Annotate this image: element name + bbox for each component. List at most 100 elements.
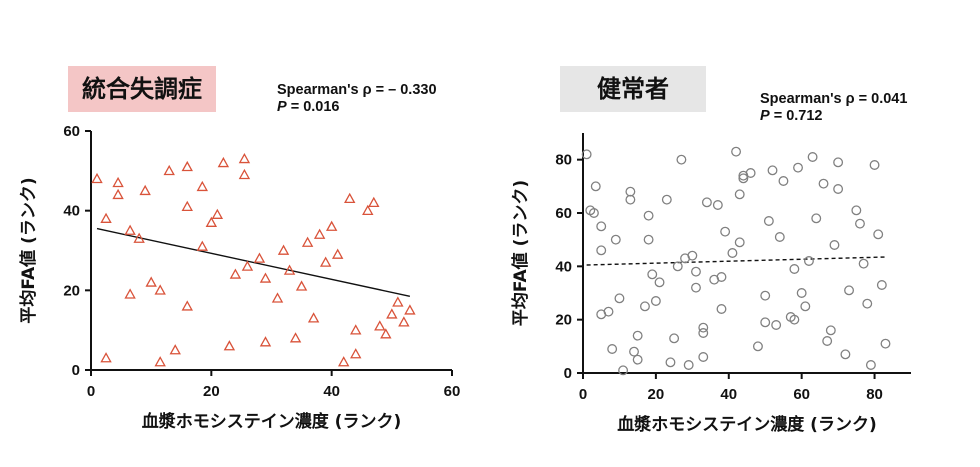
data-point xyxy=(350,348,362,359)
p-value-label: P = 0.712 xyxy=(760,108,907,125)
data-point xyxy=(259,336,272,347)
correlation-stats: Spearman's ρ = 0.041 P = 0.712 xyxy=(760,91,907,125)
data-point xyxy=(789,314,800,325)
data-point xyxy=(100,212,112,223)
data-point xyxy=(855,218,865,229)
data-point xyxy=(661,194,672,205)
data-point xyxy=(825,325,836,336)
data-point xyxy=(154,356,166,367)
data-point xyxy=(596,245,607,256)
data-point xyxy=(133,232,145,243)
data-point xyxy=(331,248,344,259)
data-point xyxy=(588,208,599,218)
data-point xyxy=(238,168,251,180)
data-point xyxy=(229,268,242,279)
data-point xyxy=(665,357,676,368)
data-point xyxy=(738,173,749,184)
data-point xyxy=(253,252,266,263)
data-point xyxy=(154,284,166,295)
data-point xyxy=(392,296,404,307)
healthy-control-panel: 健常者 Spearman's ρ = 0.041 P = 0.712 0 20 40… xyxy=(490,0,980,467)
data-point xyxy=(691,266,701,277)
data-point xyxy=(778,176,789,186)
data-point xyxy=(720,226,731,237)
data-point xyxy=(337,356,350,367)
x-tick-label: 60 xyxy=(444,383,461,400)
data-point xyxy=(590,181,601,192)
data-point xyxy=(789,264,800,274)
x-tick-label: 0 xyxy=(87,383,95,400)
data-point xyxy=(181,300,193,311)
data-point xyxy=(818,178,829,189)
trend-line xyxy=(96,227,411,297)
schizophrenia-panel: 統合失調症 Spearman's ρ = – 0.330 P = 0.016 0… xyxy=(18,66,461,432)
data-point xyxy=(844,285,854,296)
data-point xyxy=(139,184,151,196)
data-point xyxy=(865,360,876,370)
data-point xyxy=(676,154,687,165)
p-value: = 0.712 xyxy=(769,108,823,124)
x-tick-label: 40 xyxy=(720,386,737,403)
data-point xyxy=(654,277,665,288)
data-point xyxy=(716,272,727,282)
data-point xyxy=(163,164,175,176)
data-point xyxy=(124,288,136,299)
data-point xyxy=(313,228,326,239)
data-point xyxy=(804,256,814,266)
data-point xyxy=(796,288,807,298)
y-tick-label: 20 xyxy=(63,282,80,299)
data-point xyxy=(771,320,782,330)
data-point xyxy=(698,328,709,338)
x-axis-title: 血漿ホモシステイン濃度 (ランク) xyxy=(617,414,876,435)
p-symbol: P xyxy=(277,99,287,115)
data-point xyxy=(196,180,209,192)
data-point xyxy=(307,312,320,323)
data-point xyxy=(745,168,756,178)
data-point xyxy=(640,301,650,312)
data-point xyxy=(196,240,209,251)
p-symbol: P xyxy=(760,108,770,124)
data-point xyxy=(833,157,844,168)
x-tick-label: 80 xyxy=(866,386,883,403)
data-point xyxy=(205,216,218,227)
data-point xyxy=(672,261,683,272)
data-point xyxy=(398,316,410,327)
data-point xyxy=(596,221,607,232)
y-tick-label: 0 xyxy=(72,362,80,379)
y-tick-label: 0 xyxy=(564,365,572,382)
data-point xyxy=(145,276,157,287)
data-point xyxy=(727,248,738,258)
data-point xyxy=(873,229,884,240)
group-title-badge: 統合失調症 xyxy=(68,66,216,112)
data-point xyxy=(811,213,822,224)
data-point xyxy=(362,204,374,215)
trend-line xyxy=(586,256,886,266)
data-point xyxy=(325,220,338,231)
spearman-rho-label: Spearman's ρ = – 0.330 xyxy=(277,82,437,98)
y-tick-label: 20 xyxy=(555,312,572,329)
data-point xyxy=(112,176,124,188)
x-tick-label: 0 xyxy=(579,386,587,403)
data-point xyxy=(629,346,639,357)
data-point xyxy=(734,237,745,248)
data-point xyxy=(840,349,851,360)
data-point xyxy=(734,189,745,200)
data-point xyxy=(319,256,332,267)
data-point xyxy=(876,280,887,290)
data-point xyxy=(112,188,124,200)
y-tick-label: 60 xyxy=(555,205,572,222)
correlation-stats: Spearman's ρ = – 0.330 P = 0.016 xyxy=(277,82,437,116)
data-point xyxy=(650,296,661,306)
data-point xyxy=(581,149,592,160)
data-point xyxy=(169,344,181,355)
data-point xyxy=(607,344,618,354)
data-point xyxy=(618,365,629,376)
data-point xyxy=(350,324,362,335)
data-point xyxy=(271,292,284,303)
data-point xyxy=(603,306,614,317)
data-point xyxy=(712,200,723,210)
data-point xyxy=(851,205,862,216)
data-point xyxy=(380,328,392,339)
scatter-plot-healthy-control: 0 20 40 60 80 0 20 40 60 80 血漿ホモシステイン濃度 (ランク) 平均FA値… xyxy=(510,133,911,435)
data-point xyxy=(669,333,680,344)
